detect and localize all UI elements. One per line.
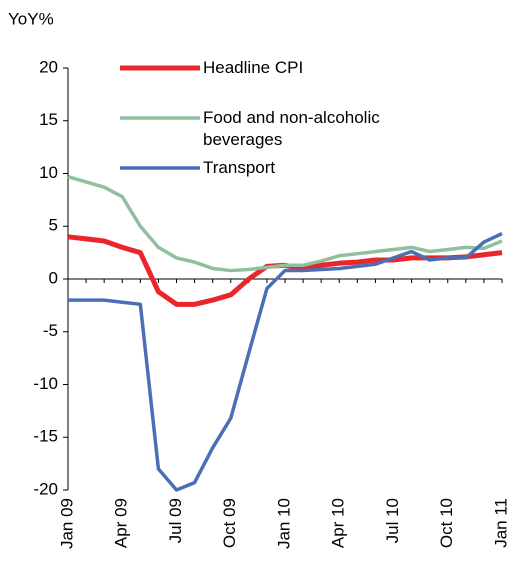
y-tick-label: -5 [43, 321, 58, 340]
y-tick-label: 5 [49, 216, 58, 235]
x-tick-label: Apr 10 [329, 498, 348, 548]
legend-label: Food and non-alcoholic beverages [203, 108, 380, 149]
x-tick-label: Oct 09 [220, 498, 239, 548]
y-tick-label: -20 [33, 479, 58, 498]
y-tick-label: -10 [33, 374, 58, 393]
x-tick-label: Jan 10 [274, 498, 293, 549]
y-tick-label: 15 [39, 110, 58, 129]
legend-label: Transport [203, 158, 276, 177]
y-axis-title: YoY% [8, 9, 54, 28]
series-line [67, 174, 503, 273]
x-tick-label: Apr 09 [112, 498, 131, 548]
y-tick-label: -15 [33, 427, 58, 446]
x-tick-label: Jul 09 [166, 498, 185, 543]
y-tick-label: 10 [39, 163, 58, 182]
legend-label: Headline CPI [203, 58, 304, 77]
x-tick-label: Jul 10 [383, 498, 402, 543]
y-tick-label: 20 [39, 57, 58, 76]
y-tick-label: 0 [49, 268, 58, 287]
x-tick-label: Jan 09 [57, 498, 76, 549]
series-line [68, 232, 503, 492]
x-tick-label: Jan 11 [491, 498, 510, 548]
x-tick-label: Oct 10 [437, 498, 456, 548]
